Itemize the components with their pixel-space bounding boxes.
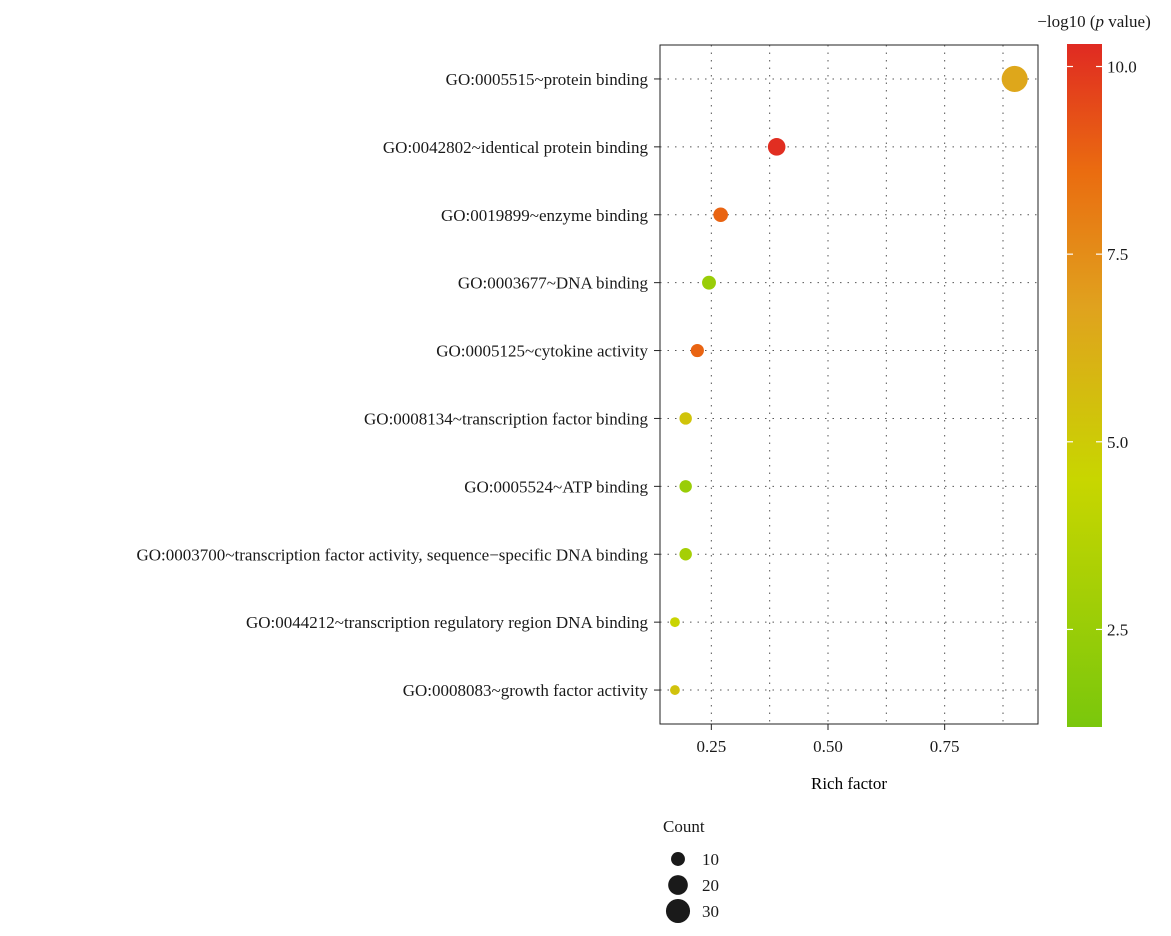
size-legend-key [665,898,691,924]
data-point [679,412,692,425]
grid-lines [660,45,1038,724]
x-axis-ticks: 0.25 0.50 0.75 [696,724,960,756]
colorbar-tick-label: 5.0 [1107,433,1128,452]
y-tick-label: GO:0044212~transcription regulatory regi… [246,613,649,632]
color-legend: 2.5 5.0 7.5 10.0 −log10 (p value) [1037,12,1151,727]
data-point [690,343,704,358]
y-tick-label: GO:0003700~transcription factor activity… [137,545,649,564]
x-tick-label: 0.75 [930,737,960,756]
size-legend-key [671,852,685,866]
x-tick-label: 0.25 [696,737,726,756]
y-tick-label: GO:0042802~identical protein binding [383,138,649,157]
data-point [713,207,728,223]
colorbar-tick-label: 7.5 [1107,245,1128,264]
y-tick-label: GO:0008134~transcription factor binding [364,409,648,428]
y-tick-label: GO:0005125~cytokine activity [436,342,648,361]
size-legend: Count 10 20 30 [663,817,719,924]
y-tick-label: GO:0008083~growth factor activity [403,681,649,700]
colorbar-tick-label: 10.0 [1107,58,1137,77]
plot-panel-border [659,44,1039,725]
data-point [670,617,680,628]
data-point [679,548,692,561]
colorbar-gradient-bar [1067,44,1102,727]
colorbar-title: −log10 (p value) [1037,12,1150,31]
x-tick-label: 0.50 [813,737,843,756]
colorbar-tick-label: 2.5 [1107,620,1128,639]
size-legend-title: Count [663,817,705,836]
size-legend-label: 20 [702,876,719,895]
y-tick-label: GO:0005524~ATP binding [464,477,648,496]
y-tick-label: GO:0005515~protein binding [446,70,649,89]
data-point [702,275,716,290]
x-axis-title: Rich factor [811,774,887,793]
data-point [679,480,692,493]
size-legend-key [668,875,688,895]
data-point [767,138,786,156]
y-tick-label: GO:0019899~enzyme binding [441,206,649,225]
y-axis-term-labels: GO:0005515~protein binding GO:0042802~ide… [137,70,660,700]
data-points [670,65,1028,695]
data-point [670,685,680,695]
size-legend-label: 10 [702,850,719,869]
data-point [1001,65,1028,92]
y-tick-label: GO:0003677~DNA binding [458,274,649,293]
size-legend-label: 30 [702,902,719,921]
